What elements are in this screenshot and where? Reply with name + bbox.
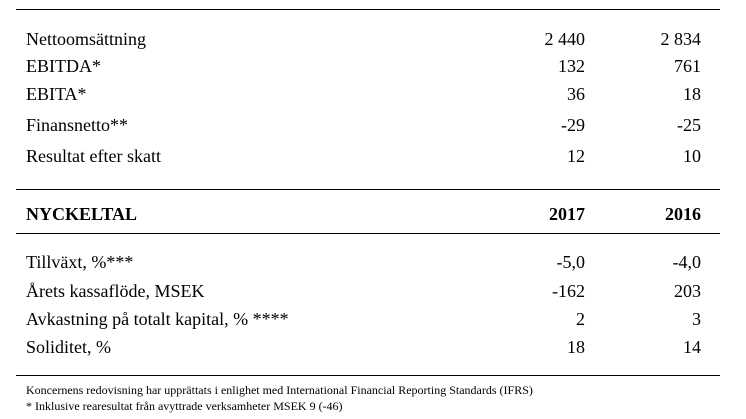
footnote-ifrs: Koncernens redovisning har upprättats i … — [26, 383, 533, 397]
column-header-2016: 2016 — [665, 204, 701, 224]
value-2016: 761 — [674, 56, 701, 76]
table-row: Resultat efter skatt 12 10 — [0, 144, 746, 168]
table-row: EBITDA* 132 761 — [0, 54, 746, 78]
table-row: Soliditet, % 18 14 — [0, 335, 746, 359]
row-label: Tillväxt, %*** — [26, 252, 134, 272]
column-header-2017: 2017 — [549, 204, 585, 224]
table-row: Avkastning på totalt kapital, % **** 2 3 — [0, 307, 746, 331]
row-label: Årets kassaflöde, MSEK — [26, 281, 205, 301]
value-2016: 3 — [692, 309, 701, 329]
value-2017: 18 — [567, 337, 585, 357]
row-label: Nettoomsättning — [26, 29, 146, 49]
row-label: EBITDA* — [26, 56, 101, 76]
value-2016: -4,0 — [672, 252, 702, 272]
table-row: Årets kassaflöde, MSEK -162 203 — [0, 279, 746, 303]
table-row: Finansnetto** -29 -25 — [0, 113, 746, 137]
key-figures-header: NYCKELTAL 2017 2016 — [0, 202, 746, 226]
value-2016: 18 — [683, 84, 701, 104]
value-2017: 132 — [558, 56, 585, 76]
table-row: Nettoomsättning 2 440 2 834 — [0, 27, 746, 51]
table-row: Tillväxt, %*** -5,0 -4,0 — [0, 250, 746, 274]
row-label: Resultat efter skatt — [26, 146, 161, 166]
row-label: Avkastning på totalt kapital, % **** — [26, 309, 289, 329]
section-title: NYCKELTAL — [26, 204, 138, 224]
value-2017: -162 — [552, 281, 585, 301]
value-2016: 14 — [683, 337, 701, 357]
footnote-ebitda: * Inklusive rearesultat från avyttrade v… — [26, 399, 343, 413]
header-rule — [16, 233, 720, 234]
footnote-rule — [16, 375, 720, 376]
value-2016: 10 — [683, 146, 701, 166]
value-2017: 36 — [567, 84, 585, 104]
value-2016: 203 — [674, 281, 701, 301]
section-rule — [16, 189, 720, 190]
value-2017: -29 — [561, 115, 585, 135]
value-2017: 2 — [576, 309, 585, 329]
value-2016: 2 834 — [660, 29, 702, 49]
row-label: EBITA* — [26, 84, 87, 104]
row-label: Finansnetto** — [26, 115, 128, 135]
value-2017: 12 — [567, 146, 585, 166]
value-2017: -5,0 — [556, 252, 586, 272]
value-2017: 2 440 — [544, 29, 586, 49]
value-2016: -25 — [677, 115, 701, 135]
top-rule — [16, 9, 720, 10]
table-row: EBITA* 36 18 — [0, 82, 746, 106]
row-label: Soliditet, % — [26, 337, 111, 357]
